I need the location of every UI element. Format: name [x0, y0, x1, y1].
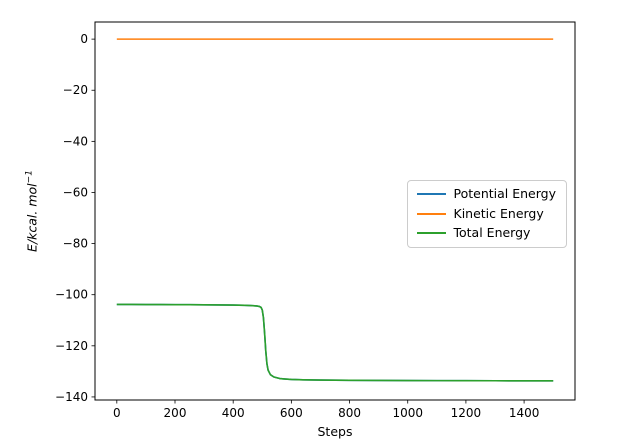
legend-label-potential-energy: Potential Energy	[453, 186, 557, 201]
x-tick-label: 400	[222, 406, 245, 420]
legend: Potential Energy Kinetic Energy Total En…	[406, 180, 567, 248]
y-tick-label: −40	[63, 134, 88, 148]
legend-line-kinetic-energy	[416, 212, 446, 215]
y-tick-label: −120	[55, 339, 88, 353]
y-tick-label: −60	[63, 185, 88, 199]
y-axis-label-exponent: −1	[24, 170, 35, 184]
legend-item-potential-energy: Potential Energy	[416, 186, 557, 201]
y-tick-label: −80	[63, 237, 88, 251]
x-tick-label: 1400	[509, 406, 540, 420]
x-tick-label: 1200	[451, 406, 482, 420]
legend-label-kinetic-energy: Kinetic Energy	[453, 205, 544, 221]
legend-label-total-energy: Total Energy	[453, 225, 531, 240]
legend-item-total-energy: Total Energy	[416, 225, 557, 240]
series-line-potential-energy	[116, 303, 554, 382]
legend-item-kinetic-energy: Kinetic Energy	[416, 205, 557, 221]
y-axis-label: E/kcal. mol−1	[24, 170, 39, 252]
legend-line-total-energy	[416, 232, 446, 235]
x-tick-label: 600	[280, 406, 303, 420]
y-tick-label: −100	[55, 288, 88, 302]
y-axis-label-base: E/kcal. mol	[24, 183, 40, 252]
axes-frame	[94, 21, 576, 401]
x-tick-label: 0	[113, 406, 121, 420]
y-tick-label: 0	[80, 32, 88, 46]
y-tick-label: −140	[55, 390, 88, 404]
x-axis-label: Steps	[317, 424, 353, 439]
x-tick-label: 200	[164, 406, 187, 420]
x-tick-label: 1000	[392, 406, 423, 420]
x-tick-label: 800	[338, 406, 361, 420]
legend-line-potential-energy	[416, 193, 446, 196]
y-tick-label: −20	[63, 83, 88, 97]
series-line-total-energy	[116, 303, 554, 382]
